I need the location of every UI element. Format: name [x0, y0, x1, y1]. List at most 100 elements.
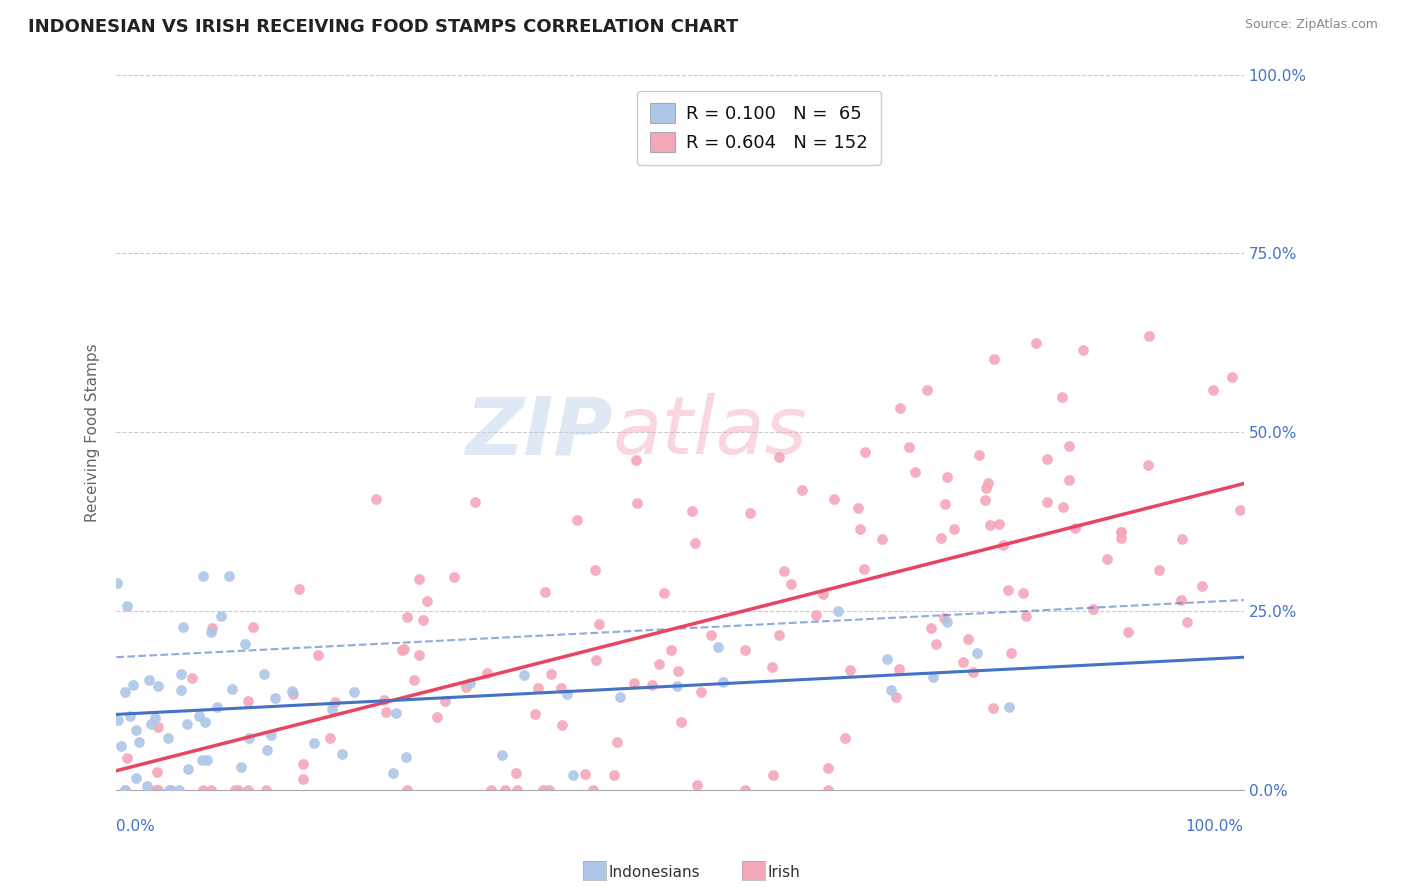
Point [170, 682, 193, 697]
Point [924, 637, 946, 651]
Point [1171, 533, 1194, 547]
Point [922, 670, 945, 684]
Point [280, 684, 302, 698]
Point [974, 481, 997, 495]
Point [458, 676, 481, 690]
Point [609, 690, 631, 705]
Point [880, 683, 903, 698]
Text: Indonesians: Indonesians [609, 865, 700, 880]
Point [254, 783, 277, 797]
Point [681, 503, 703, 517]
Point [768, 450, 790, 464]
Point [540, 666, 562, 681]
Text: 100.0%: 100.0% [1185, 819, 1244, 833]
Point [967, 448, 990, 462]
Point [148, 679, 170, 693]
Point [626, 496, 648, 510]
Point [846, 501, 869, 516]
Point [1137, 328, 1160, 343]
Point [872, 533, 894, 547]
Point [408, 648, 430, 662]
Point [641, 678, 664, 692]
Point [817, 761, 839, 775]
Point [606, 735, 628, 749]
Point [981, 700, 1004, 714]
Point [920, 621, 942, 635]
Point [110, 739, 132, 753]
Point [823, 492, 845, 507]
Point [583, 563, 606, 577]
Point [1011, 585, 1033, 599]
Point [281, 687, 304, 701]
Point [1015, 609, 1038, 624]
Point [700, 628, 723, 642]
Y-axis label: Receiving Food Stamps: Receiving Food Stamps [86, 343, 100, 522]
Point [287, 582, 309, 596]
Point [224, 783, 246, 797]
Point [904, 465, 927, 479]
Point [321, 702, 343, 716]
Point [1025, 335, 1047, 350]
Point [291, 772, 314, 786]
Point [1057, 473, 1080, 487]
Point [381, 766, 404, 780]
Point [259, 728, 281, 742]
Point [395, 750, 418, 764]
Point [934, 497, 956, 511]
Point [852, 562, 875, 576]
Point [738, 507, 761, 521]
Point [977, 476, 1000, 491]
Point [479, 783, 502, 797]
Point [602, 767, 624, 781]
Point [425, 709, 447, 723]
Point [690, 685, 713, 699]
Point [533, 584, 555, 599]
Point [181, 671, 204, 685]
Point [555, 687, 578, 701]
Point [343, 685, 366, 699]
Point [685, 536, 707, 550]
Point [395, 783, 418, 797]
Point [779, 577, 801, 591]
Point [973, 492, 995, 507]
Point [661, 643, 683, 657]
Point [167, 783, 190, 797]
Point [817, 783, 839, 797]
Point [191, 569, 214, 583]
Point [139, 716, 162, 731]
Legend: R = 0.100   N =  65, R = 0.604   N = 152: R = 0.100 N = 65, R = 0.604 N = 152 [637, 91, 880, 165]
Point [125, 772, 148, 786]
Point [671, 715, 693, 730]
Point [402, 673, 425, 687]
Point [1147, 563, 1170, 577]
Point [1000, 646, 1022, 660]
Point [143, 711, 166, 725]
Point [156, 731, 179, 745]
Point [200, 783, 222, 797]
Point [898, 440, 921, 454]
Point [373, 693, 395, 707]
Point [391, 642, 413, 657]
Point [114, 783, 136, 797]
Point [966, 647, 988, 661]
Point [115, 599, 138, 614]
Point [443, 570, 465, 584]
Point [936, 469, 959, 483]
Point [396, 609, 419, 624]
Point [221, 681, 243, 696]
Point [1229, 503, 1251, 517]
Point [1175, 615, 1198, 630]
Point [1202, 383, 1225, 397]
Point [998, 700, 1021, 714]
Point [929, 531, 952, 545]
Point [477, 666, 499, 681]
Point [172, 619, 194, 633]
Point [762, 768, 785, 782]
Point [988, 516, 1011, 531]
Point [962, 665, 984, 679]
Point [983, 352, 1005, 367]
Point [264, 691, 287, 706]
Point [588, 617, 610, 632]
Point [957, 632, 980, 647]
Point [513, 668, 536, 682]
